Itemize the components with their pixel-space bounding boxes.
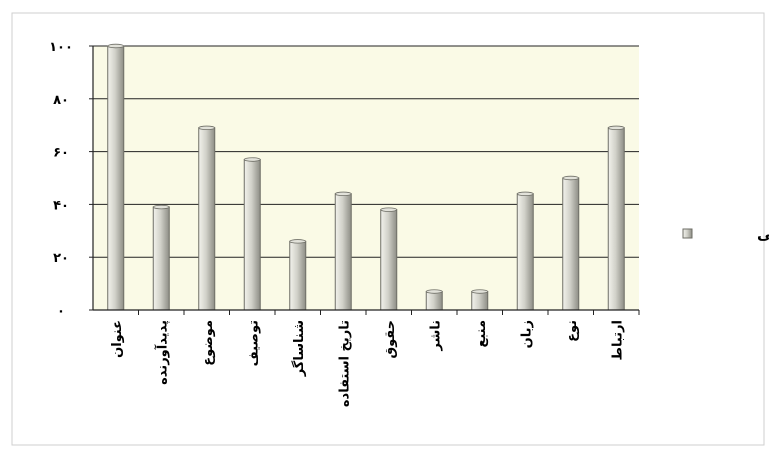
bar-cap: [243, 157, 261, 162]
x-tick-label: تاریخ استفاده: [337, 320, 352, 407]
bar-2: [152, 206, 170, 311]
bar-cap: [562, 175, 580, 181]
bar-cap: [198, 125, 216, 131]
bar-5: [289, 240, 307, 311]
bar-cap: [334, 191, 352, 197]
legend: فراوانی: [682, 225, 769, 243]
bar-cap: [380, 207, 398, 212]
y-tick-labels: ۰ ۲۰ ۴۰ ۶۰ ۸۰ ۱۰۰: [49, 40, 93, 319]
bar-cap: [425, 289, 443, 294]
x-tick-label: ناشر: [428, 320, 443, 352]
bars: [107, 43, 625, 311]
bar-10: [516, 193, 534, 311]
bar-cap: [607, 125, 625, 131]
legend-label: فراوانی: [757, 225, 769, 243]
y-tick-label: ۱۰۰: [49, 40, 73, 55]
x-tick-labels: عنوان پدیدآورنده موضوع توصیف شناساگر تاریخ اس…: [110, 310, 640, 407]
bar-11: [562, 177, 580, 311]
plot-area: [93, 46, 639, 310]
bar-1: [107, 45, 125, 311]
bar-4: [243, 159, 261, 311]
x-tick-label: موضوع: [201, 320, 216, 366]
x-tick-label: پدیدآورنده: [153, 320, 170, 385]
y-tick-label: ۸۰: [53, 93, 69, 108]
bar-cap: [471, 289, 489, 294]
grid-lines: [93, 45, 639, 258]
bar-3: [198, 127, 216, 311]
bar-8: [425, 291, 443, 311]
x-tick-label: زبان: [519, 320, 534, 348]
legend-swatch: [682, 228, 693, 239]
bar-9: [471, 291, 489, 311]
x-tick-label: توصیف: [246, 320, 261, 366]
bar-cap: [152, 204, 170, 210]
x-tick-label: شناساگر: [291, 320, 307, 377]
bar-7: [380, 209, 398, 311]
y-tick-label: ۰: [57, 304, 65, 319]
x-tick-label: حقوق: [383, 320, 398, 359]
y-tick-label: ۴۰: [53, 198, 69, 213]
bar-6: [334, 193, 352, 311]
y-tick-label: ۲۰: [53, 251, 69, 266]
bar-cap: [516, 191, 534, 197]
bar-12: [607, 127, 625, 311]
bar-cap: [107, 43, 125, 49]
x-tick-label: عنوان: [110, 320, 125, 358]
x-tick-label: ارتباط: [610, 320, 625, 361]
y-tick-label: ۶۰: [53, 146, 69, 161]
x-tick-label: منبع: [474, 320, 489, 348]
x-tick-label: نوع: [565, 320, 580, 342]
bar-cap: [289, 239, 307, 244]
